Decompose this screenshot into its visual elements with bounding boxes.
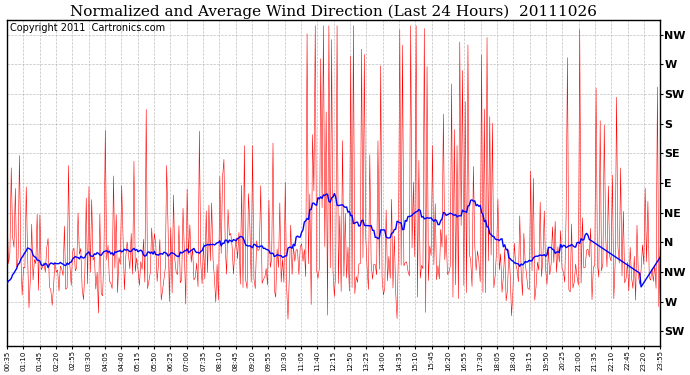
Text: Copyright 2011  Cartronics.com: Copyright 2011 Cartronics.com [10,23,166,33]
Title: Normalized and Average Wind Direction (Last 24 Hours)  20111026: Normalized and Average Wind Direction (L… [70,4,597,18]
